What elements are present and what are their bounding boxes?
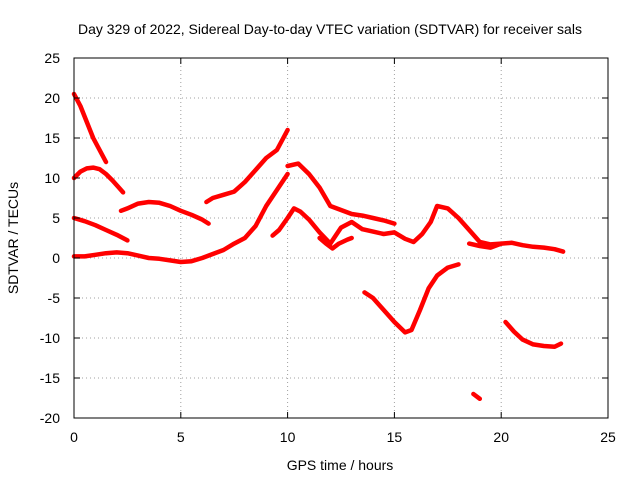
x-tick-label: 0 — [70, 429, 78, 445]
series-arc-8 — [285, 161, 397, 226]
series-arc-13 — [471, 391, 483, 402]
x-axis-label: GPS time / hours — [287, 457, 394, 473]
x-tick-label: 5 — [177, 429, 185, 445]
series-arc-11 — [466, 240, 566, 254]
y-tick-label: 20 — [44, 90, 60, 106]
plot-frame — [73, 57, 609, 419]
series-group — [71, 91, 566, 402]
y-tick-label: -20 — [40, 410, 60, 426]
grid-lines — [74, 58, 608, 418]
y-tick-label: -5 — [48, 290, 61, 306]
series-arc-10 — [362, 262, 461, 335]
y-tick-label: 15 — [44, 130, 60, 146]
y-tick-label: 10 — [44, 170, 60, 186]
series-arc-7 — [270, 203, 504, 247]
y-tick-label: 5 — [52, 210, 60, 226]
series-arc-6 — [204, 127, 290, 205]
series-arc-5 — [118, 199, 211, 226]
series-arc-1 — [71, 91, 109, 165]
axes: 0 5 10 15 20 25 -20 -15 -10 -5 0 5 10 15 20 25 — [40, 50, 616, 445]
series-arc-4 — [71, 171, 290, 265]
x-tick-label: 20 — [493, 429, 509, 445]
x-tick-label: 15 — [387, 429, 403, 445]
x-tick-label: 25 — [600, 429, 616, 445]
series-arc-3 — [71, 215, 130, 243]
chart-title: Day 329 of 2022, Sidereal Day-to-day VTE… — [78, 21, 582, 37]
series-arc-12 — [503, 319, 564, 350]
y-tick-label: -10 — [40, 330, 60, 346]
y-tick-label: 0 — [52, 250, 60, 266]
series-arc-2 — [71, 165, 126, 195]
y-tick-label: 25 — [44, 50, 60, 66]
x-tick-label: 10 — [280, 429, 296, 445]
y-axis-label: SDTVAR / TECUs — [5, 182, 21, 294]
y-tick-label: -15 — [40, 370, 60, 386]
series-arc-9 — [317, 235, 354, 251]
